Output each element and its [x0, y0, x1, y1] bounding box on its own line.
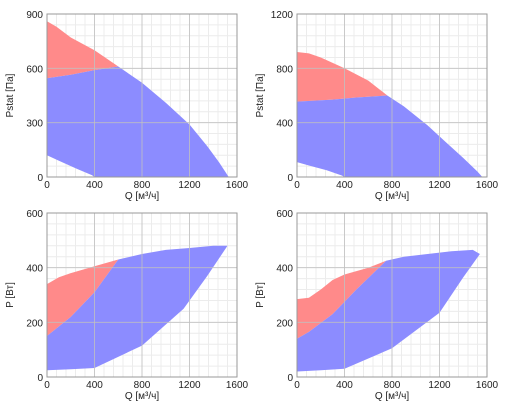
x-tick-label: 1200 [178, 380, 201, 391]
y-tick-label: 400 [276, 264, 293, 275]
x-tick-label: 1200 [178, 180, 201, 191]
y-tick-label: 600 [26, 209, 43, 220]
red-region [297, 52, 388, 102]
blue-region [47, 245, 228, 371]
y-tick-label: 0 [37, 373, 43, 384]
y-tick-label: 300 [26, 119, 43, 130]
x-axis-label: Q [м³/ч] [125, 391, 160, 402]
x-tick-label: 400 [336, 180, 353, 191]
x-tick-label: 0 [44, 380, 50, 391]
red-region [297, 260, 387, 339]
blue-region [297, 249, 480, 372]
y-axis-label: Pstat [Па] [5, 73, 16, 117]
x-axis-label: Q [м³/ч] [125, 191, 160, 202]
x-tick-label: 0 [294, 180, 300, 191]
chart-4: 0 400 800 1200 1600 0 200 400 600 Q [м³/ч] P [Вт] [255, 209, 499, 402]
y-tick-label: 0 [287, 173, 293, 184]
x-tick-label: 1200 [428, 180, 451, 191]
x-tick-label: 800 [134, 180, 151, 191]
x-tick-label: 400 [336, 380, 353, 391]
y-tick-label: 800 [276, 64, 293, 75]
chart-3: 0 400 800 1200 1600 0 200 400 600 Q [м³/ч] P [Вт] [5, 209, 249, 402]
x-tick-label: 1600 [476, 380, 499, 391]
plot-frame [296, 13, 488, 178]
x-tick-label: 1200 [428, 380, 451, 391]
y-tick-label: 400 [276, 119, 293, 130]
plot-frame [296, 212, 488, 378]
x-tick-label: 400 [86, 380, 103, 391]
x-tick-label: 800 [384, 180, 401, 191]
y-tick-label: 1200 [271, 10, 294, 21]
y-tick-label: 200 [26, 318, 43, 329]
y-axis-label: P [Вт] [5, 282, 16, 308]
y-tick-label: 0 [287, 373, 293, 384]
red-region [47, 259, 119, 336]
chart-2: 0 400 800 1200 1600 0 400 800 1200 Q [м³/ч] Pstat … [255, 10, 499, 202]
blue-region [47, 66, 229, 177]
y-tick-label: 600 [276, 209, 293, 220]
plot-frame [46, 13, 238, 178]
x-tick-label: 800 [384, 380, 401, 391]
x-axis-label: Q [м³/ч] [375, 191, 410, 202]
y-tick-label: 200 [276, 318, 293, 329]
x-tick-label: 1600 [226, 380, 249, 391]
chart-1: 0 400 800 1200 1600 0 300 600 900 Q [м³/ч] Pstat [… [5, 10, 249, 202]
x-tick-label: 1600 [226, 180, 249, 191]
y-tick-label: 0 [37, 173, 43, 184]
y-tick-label: 900 [26, 10, 43, 21]
x-tick-label: 800 [134, 380, 151, 391]
y-tick-label: 600 [26, 64, 43, 75]
x-axis-label: Q [м³/ч] [375, 391, 410, 402]
y-axis-label: P [Вт] [255, 282, 266, 308]
red-region [47, 21, 119, 79]
blue-region [297, 95, 483, 177]
y-axis-label: Pstat [Па] [255, 73, 266, 117]
x-tick-label: 400 [86, 180, 103, 191]
x-tick-label: 1600 [476, 180, 499, 191]
plot-frame [46, 212, 238, 378]
x-tick-label: 0 [44, 180, 50, 191]
x-tick-label: 0 [294, 380, 300, 391]
y-tick-label: 400 [26, 264, 43, 275]
